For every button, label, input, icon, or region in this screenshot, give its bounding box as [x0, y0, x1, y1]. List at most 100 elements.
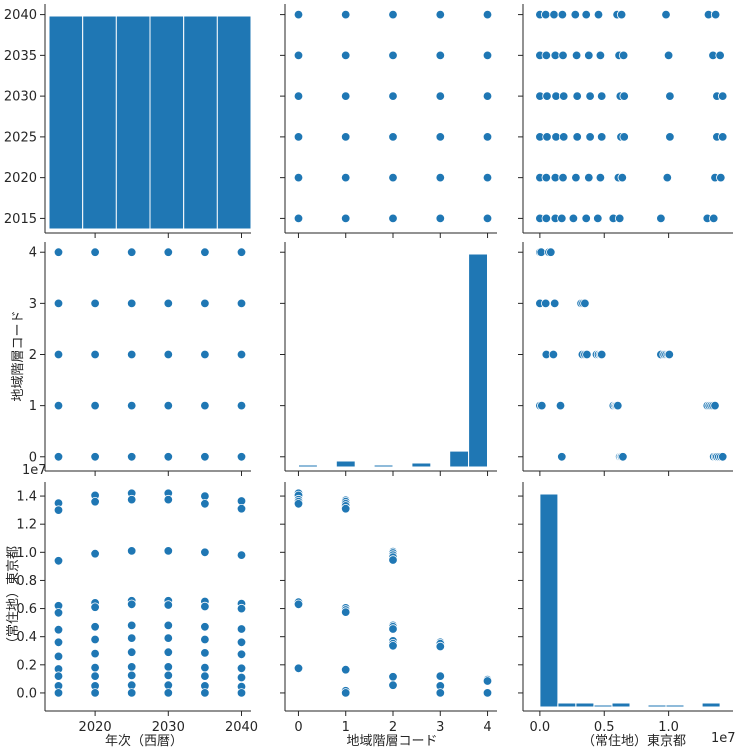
- scatter-point: [236, 400, 247, 411]
- scatter-point: [570, 9, 581, 20]
- scatter-point: [53, 505, 64, 515]
- histogram-bar: [183, 15, 218, 230]
- scatter-point: [236, 504, 247, 514]
- scatter-point: [618, 50, 629, 61]
- subplot-r0-c2: [518, 4, 733, 238]
- scatter-point: [662, 172, 673, 183]
- scatter-point: [585, 132, 595, 142]
- scatter-point: [435, 172, 446, 183]
- scatter-point: [236, 672, 247, 683]
- scatter-point: [572, 91, 582, 101]
- histogram-bar: [611, 702, 631, 708]
- histogram-bar: [593, 704, 613, 708]
- scatter-point: [341, 607, 351, 617]
- y-tick-label: 4: [29, 246, 37, 261]
- scatter-point: [200, 547, 210, 558]
- y-tick-label: 0: [29, 450, 37, 465]
- subplot-r0-c0: 2015 2020 2025 2030 2035 2040: [4, 4, 252, 238]
- scatter-point: [584, 172, 594, 183]
- scatter-point: [597, 132, 607, 142]
- histogram-bar: [665, 704, 685, 708]
- scatter-point: [293, 9, 304, 20]
- scatter-point: [53, 637, 64, 648]
- scatter-point: [341, 213, 351, 224]
- scatter-point: [435, 688, 446, 698]
- scatter-point: [90, 497, 100, 507]
- scatter-point: [293, 172, 304, 183]
- scatter-point: [595, 50, 606, 61]
- scatter-point: [126, 400, 137, 411]
- scatter-point: [200, 688, 210, 698]
- scatter-point: [718, 91, 728, 101]
- scatter-point: [53, 349, 64, 360]
- scatter-point: [200, 662, 210, 673]
- scatter-point: [200, 499, 210, 509]
- y-axis-label-tokyo: （常住地）東京都: [5, 546, 21, 650]
- scatter-point: [663, 50, 674, 61]
- y-tick-label: 2040: [4, 8, 37, 23]
- y-tick-label: 0.6: [16, 602, 37, 617]
- scatter-point: [90, 662, 100, 673]
- scatter-point: [163, 494, 174, 505]
- scatter-point: [435, 50, 446, 61]
- scatter-point: [236, 247, 247, 257]
- scatter-point: [665, 91, 675, 101]
- scatter-point: [482, 91, 493, 101]
- y-axis-label-code: 地域階層コード: [11, 310, 26, 401]
- scatter-point: [293, 91, 304, 101]
- scatter-point: [541, 172, 552, 183]
- x-tick-label: 1.0: [658, 720, 679, 735]
- scatter-point: [613, 400, 623, 411]
- x-tick-label: 2: [389, 720, 397, 735]
- scatter-point: [126, 670, 137, 681]
- scatter-point: [482, 688, 493, 698]
- subplot-r1-c1: [280, 242, 497, 476]
- subplot-r1-c0: 0 1 2 3 4: [29, 242, 251, 476]
- scatter-point: [293, 663, 304, 674]
- scatter-point: [555, 400, 566, 411]
- scatter-point: [53, 671, 64, 681]
- scatter-point: [550, 298, 560, 309]
- scatter-point: [163, 349, 174, 360]
- scatter-point: [90, 671, 100, 681]
- histogram-bar: [701, 702, 721, 708]
- scatter-point: [482, 172, 493, 183]
- scatter-point: [541, 213, 552, 224]
- scatter-point: [593, 213, 603, 224]
- y-tick-label: 2030: [4, 90, 37, 105]
- scatter-point: [581, 213, 591, 224]
- scatter-point: [341, 50, 351, 61]
- scatter-point: [90, 602, 100, 612]
- scatter-point: [388, 680, 398, 690]
- scatter-point: [341, 9, 351, 20]
- scatter-point: [597, 349, 607, 360]
- scatter-point: [90, 298, 100, 309]
- scatter-point: [482, 50, 493, 61]
- scatter-point: [126, 247, 137, 257]
- scatter-point: [388, 132, 398, 142]
- x-tick-label: 2020: [79, 720, 112, 735]
- scatter-point: [581, 9, 591, 20]
- scatter-point: [293, 50, 304, 61]
- scatter-point: [163, 247, 174, 257]
- scatter-point: [571, 172, 581, 183]
- y-tick-label: 1.4: [16, 490, 37, 505]
- scatter-point: [90, 452, 100, 462]
- scatter-point: [236, 688, 247, 698]
- scatter-point: [617, 172, 628, 183]
- histogram-bar: [647, 704, 667, 708]
- y-tick-label: 0.8: [16, 574, 37, 589]
- scatter-point: [593, 9, 604, 20]
- scatter-point: [585, 91, 595, 101]
- scatter-point: [482, 9, 493, 20]
- scatter-point: [90, 622, 100, 632]
- histogram-bar: [449, 450, 470, 468]
- scatter-point: [53, 688, 64, 698]
- y-tick-label: 1: [29, 399, 37, 414]
- y-tick-label: 2: [29, 348, 37, 363]
- y-tick-label: 0.4: [16, 630, 37, 645]
- scatter-point: [236, 452, 247, 462]
- x-tick-label: 0: [294, 720, 302, 735]
- scatter-point: [293, 132, 304, 142]
- histogram-bar: [82, 15, 117, 230]
